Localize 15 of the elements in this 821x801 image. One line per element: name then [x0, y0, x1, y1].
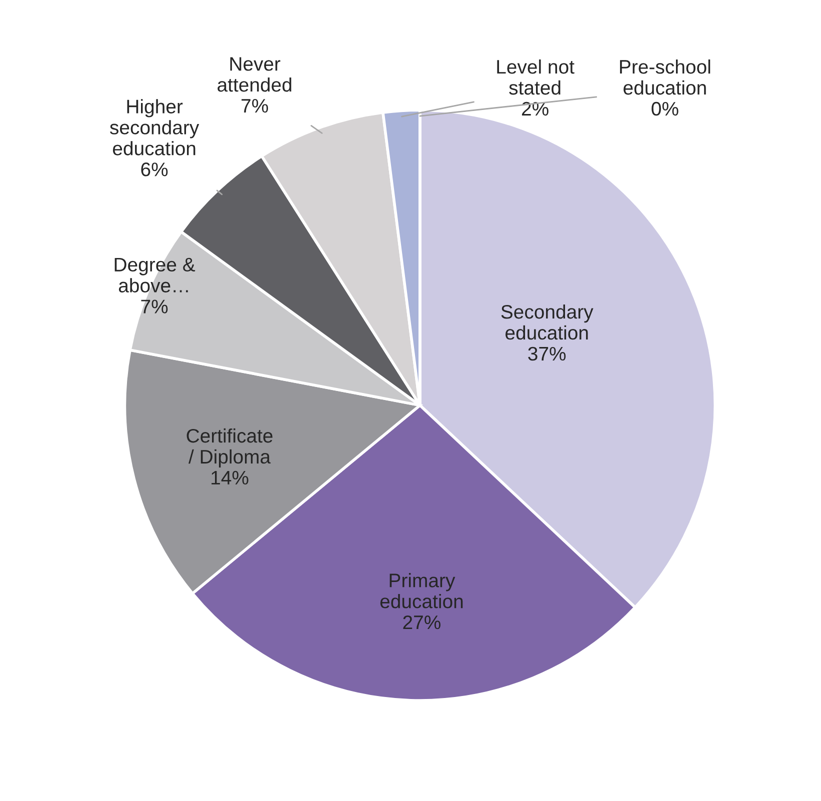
category-label: Pre-school education — [620, 59, 710, 95]
slice-label: Primary education — [380, 573, 463, 608]
data-label: 14% — [212, 470, 248, 485]
slice-label: Secondary education — [501, 304, 594, 340]
data-label: 6% — [141, 162, 168, 176]
slice-label: Higher secondary education — [110, 99, 200, 156]
slice-label: Degree & above… — [114, 258, 196, 292]
slice-label: Level not stated — [497, 59, 574, 95]
slice-label: Never attended — [218, 57, 292, 92]
data-label: 7% — [242, 99, 268, 113]
slice-label: Certificate / Diploma — [186, 428, 272, 468]
text: 0% — [652, 102, 678, 116]
data-label: 27% — [403, 615, 440, 630]
data-label: 7% — [141, 300, 168, 314]
data-label: 37% — [528, 346, 566, 361]
